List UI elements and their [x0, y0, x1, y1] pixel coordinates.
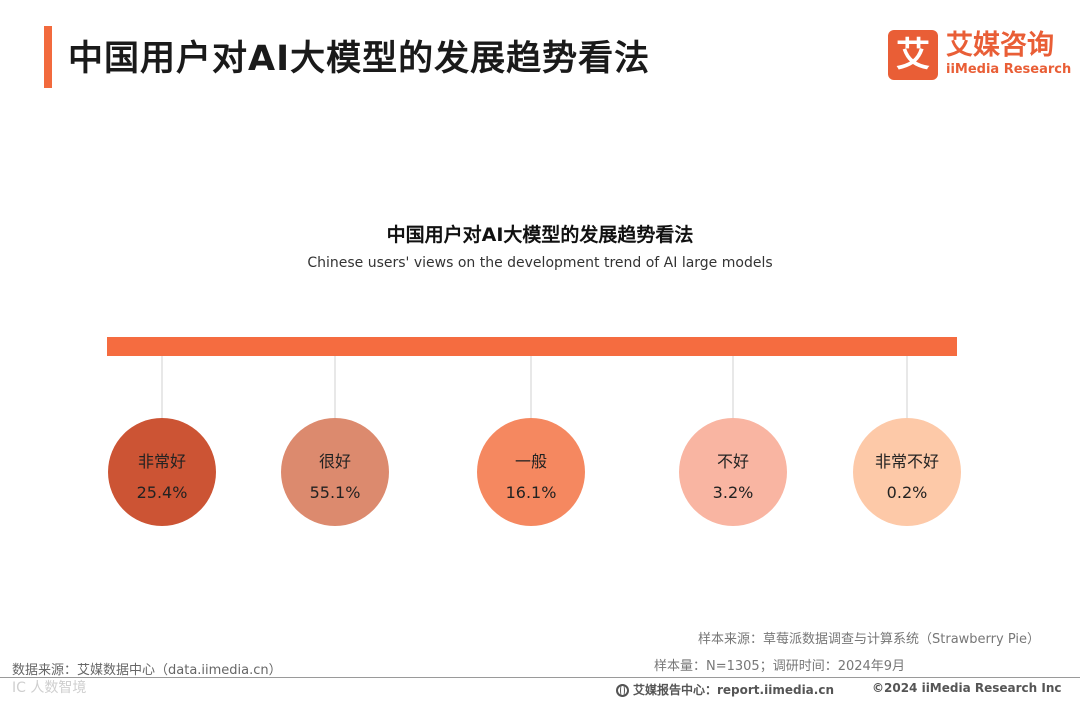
data-source: 数据来源：艾媒数据中心（data.iimedia.cn） — [12, 663, 282, 678]
page-title: 中国用户对AI大模型的发展趋势看法 — [68, 39, 651, 79]
sample-source: 样本来源：草莓派数据调查与计算系统（Strawberry Pie） — [698, 632, 1040, 647]
bubble-4 — [679, 418, 787, 526]
value-label: 25.4% — [137, 483, 188, 502]
bubble-2 — [281, 418, 389, 526]
chart-title: 中国用户对AI大模型的发展趋势看法 — [386, 224, 694, 246]
globe-icon — [616, 684, 629, 697]
logo-mark-icon: 艾 — [888, 30, 938, 80]
watermark: IC 人数智境 — [12, 680, 87, 696]
value-label: 16.1% — [506, 483, 557, 502]
value-label: 0.2% — [887, 483, 928, 502]
chart-subtitle: Chinese users' views on the development … — [307, 255, 773, 271]
iimedia-logo: 艾 艾媒咨询 iiMedia Research — [888, 30, 1072, 82]
timeline-bar — [107, 337, 957, 356]
category-label: 不好 — [717, 452, 749, 471]
bubble-5 — [853, 418, 961, 526]
category-label: 非常不好 — [875, 452, 939, 471]
category-label: 很好 — [319, 452, 351, 471]
footer-divider — [0, 677, 1080, 678]
logo-name-cn: 艾媒咨询 — [946, 30, 1054, 61]
value-label: 55.1% — [310, 483, 361, 502]
bubble-chart: 非常好 25.4% 很好 55.1% 一般 16.1% 不好 3.2% 非常不好 0.2% — [107, 337, 961, 526]
bubble-1 — [108, 418, 216, 526]
category-label: 非常好 — [138, 452, 186, 471]
category-label: 一般 — [515, 452, 547, 471]
sample-size: 样本量：N=1305；调研时间：2024年9月 — [654, 659, 906, 674]
logo-name-en: iiMedia Research — [946, 62, 1072, 77]
value-label: 3.2% — [713, 483, 754, 502]
bubble-3 — [477, 418, 585, 526]
copyright: ©2024 iiMedia Research Inc — [872, 681, 1062, 695]
report-center-text: 艾媒报告中心：report.iimedia.cn — [633, 683, 834, 697]
report-center: 艾媒报告中心：report.iimedia.cn — [616, 681, 834, 698]
title-accent-bar — [44, 26, 52, 88]
